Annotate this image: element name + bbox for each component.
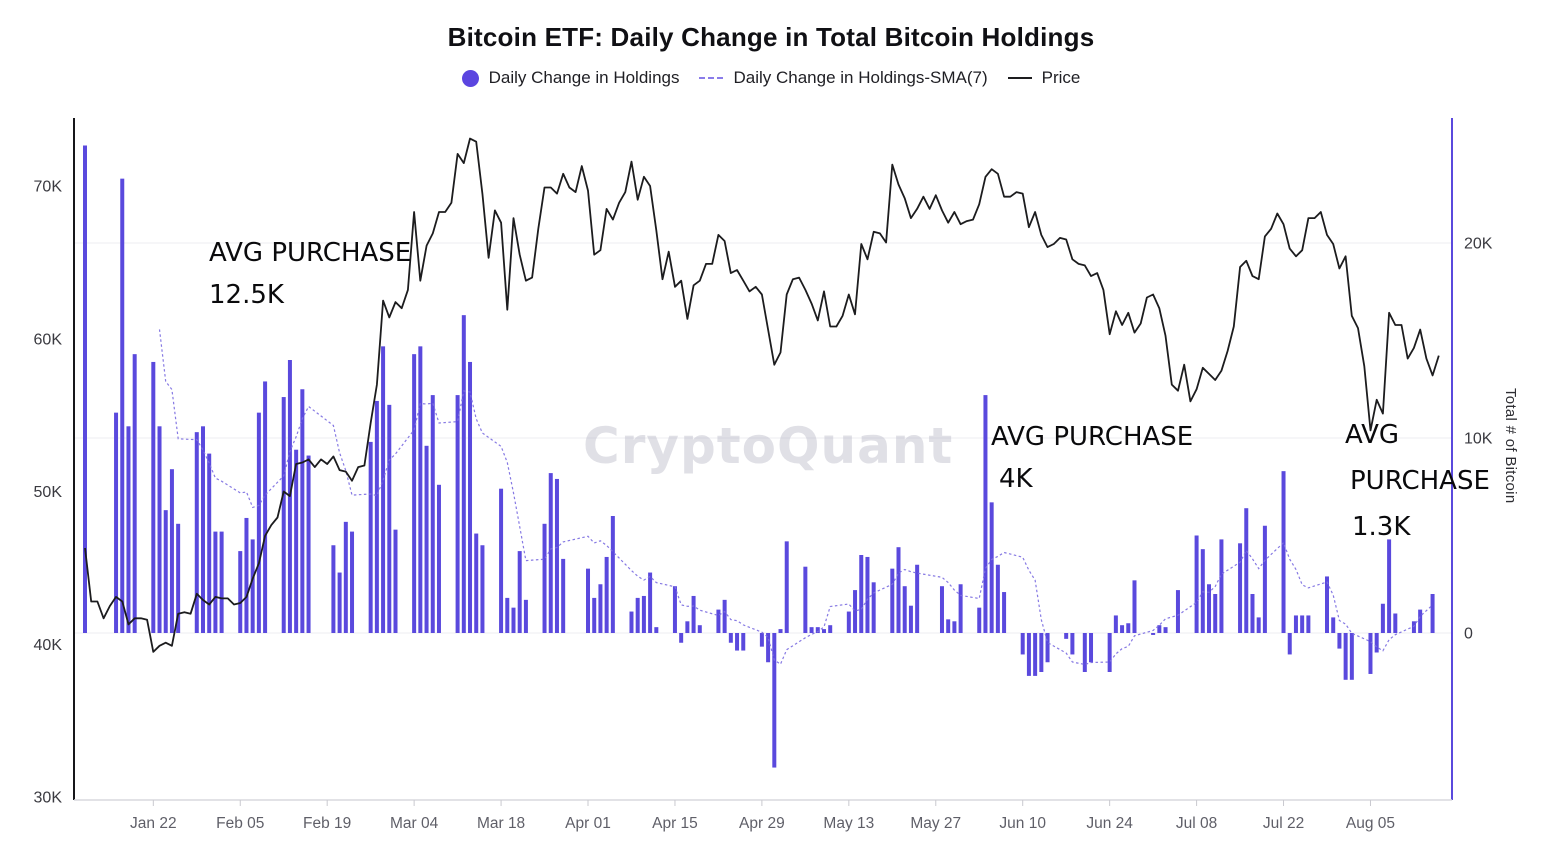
annotation-line: PURCHASE (1350, 466, 1490, 496)
annotation-avg-purchase-4k: AVG PURCHASE 4K (991, 416, 1193, 500)
annotation-line: AVG PURCHASE (991, 422, 1194, 452)
svg-text:70K: 70K (34, 179, 63, 196)
svg-text:30K: 30K (34, 790, 63, 807)
svg-text:0: 0 (1464, 626, 1473, 643)
svg-text:Apr 15: Apr 15 (652, 815, 698, 832)
annotation-line: AVG PURCHASE (209, 238, 412, 268)
svg-text:Aug 05: Aug 05 (1346, 815, 1395, 832)
legend-label: Daily Change in Holdings-SMA(7) (733, 68, 988, 87)
svg-text:May 27: May 27 (910, 815, 961, 832)
svg-text:Apr 29: Apr 29 (739, 815, 785, 832)
x-axis-labels: Jan 22 Feb 05 Feb 19 Mar 04 Mar 18 Apr 01 Apr … (130, 800, 1395, 832)
svg-text:20K: 20K (1464, 236, 1493, 253)
annotation-line: AVG (1345, 420, 1400, 450)
daily-change-bars (83, 145, 1435, 768)
annotation-line: 4K (999, 464, 1033, 494)
legend-item-sma[interactable]: Daily Change in Holdings-SMA(7) (699, 68, 988, 88)
right-axis-title: Total # of Bitcoin (1502, 388, 1519, 504)
annotation-avg-purchase-1-3k: AVG PURCHASE 1.3K (1345, 412, 1490, 550)
svg-text:10K: 10K (1464, 431, 1493, 448)
svg-text:Jul 22: Jul 22 (1263, 815, 1304, 832)
svg-text:Mar 18: Mar 18 (477, 815, 525, 832)
svg-text:Mar 04: Mar 04 (390, 815, 439, 832)
sma-line (158, 329, 1434, 666)
watermark: CryptoQuant (583, 417, 954, 475)
annotation-avg-purchase-12-5k: AVG PURCHASE 12.5K (209, 232, 411, 316)
svg-text:Jul 08: Jul 08 (1176, 815, 1217, 832)
legend-item-daily-change[interactable]: Daily Change in Holdings (461, 68, 680, 88)
svg-text:50K: 50K (34, 484, 63, 501)
svg-text:Jun 24: Jun 24 (1086, 815, 1133, 832)
svg-text:Feb 19: Feb 19 (303, 815, 351, 832)
legend-label: Daily Change in Holdings (488, 68, 680, 87)
svg-text:May 13: May 13 (823, 815, 874, 832)
legend-circle-icon (461, 69, 479, 87)
legend-dashed-line-icon (699, 77, 724, 79)
legend-item-price[interactable]: Price (1007, 68, 1081, 88)
svg-text:40K: 40K (34, 637, 63, 654)
svg-text:Jun 10: Jun 10 (999, 815, 1046, 832)
legend-solid-line-icon (1007, 77, 1032, 79)
svg-text:Apr 01: Apr 01 (565, 815, 611, 832)
price-line (84, 137, 1440, 653)
legend-label: Price (1041, 68, 1081, 87)
legend: Daily Change in Holdings Daily Change in… (0, 68, 1542, 88)
right-axis-labels: 20K 10K 0 (1464, 236, 1493, 643)
svg-text:Feb 05: Feb 05 (216, 815, 264, 832)
annotation-line: 1.3K (1352, 512, 1411, 542)
annotation-line: 12.5K (209, 280, 284, 310)
svg-text:Jan 22: Jan 22 (130, 815, 177, 832)
left-axis-labels: 70K 60K 50K 40K 30K (34, 179, 63, 807)
chart-title: Bitcoin ETF: Daily Change in Total Bitco… (447, 22, 1095, 52)
svg-text:60K: 60K (34, 331, 63, 348)
